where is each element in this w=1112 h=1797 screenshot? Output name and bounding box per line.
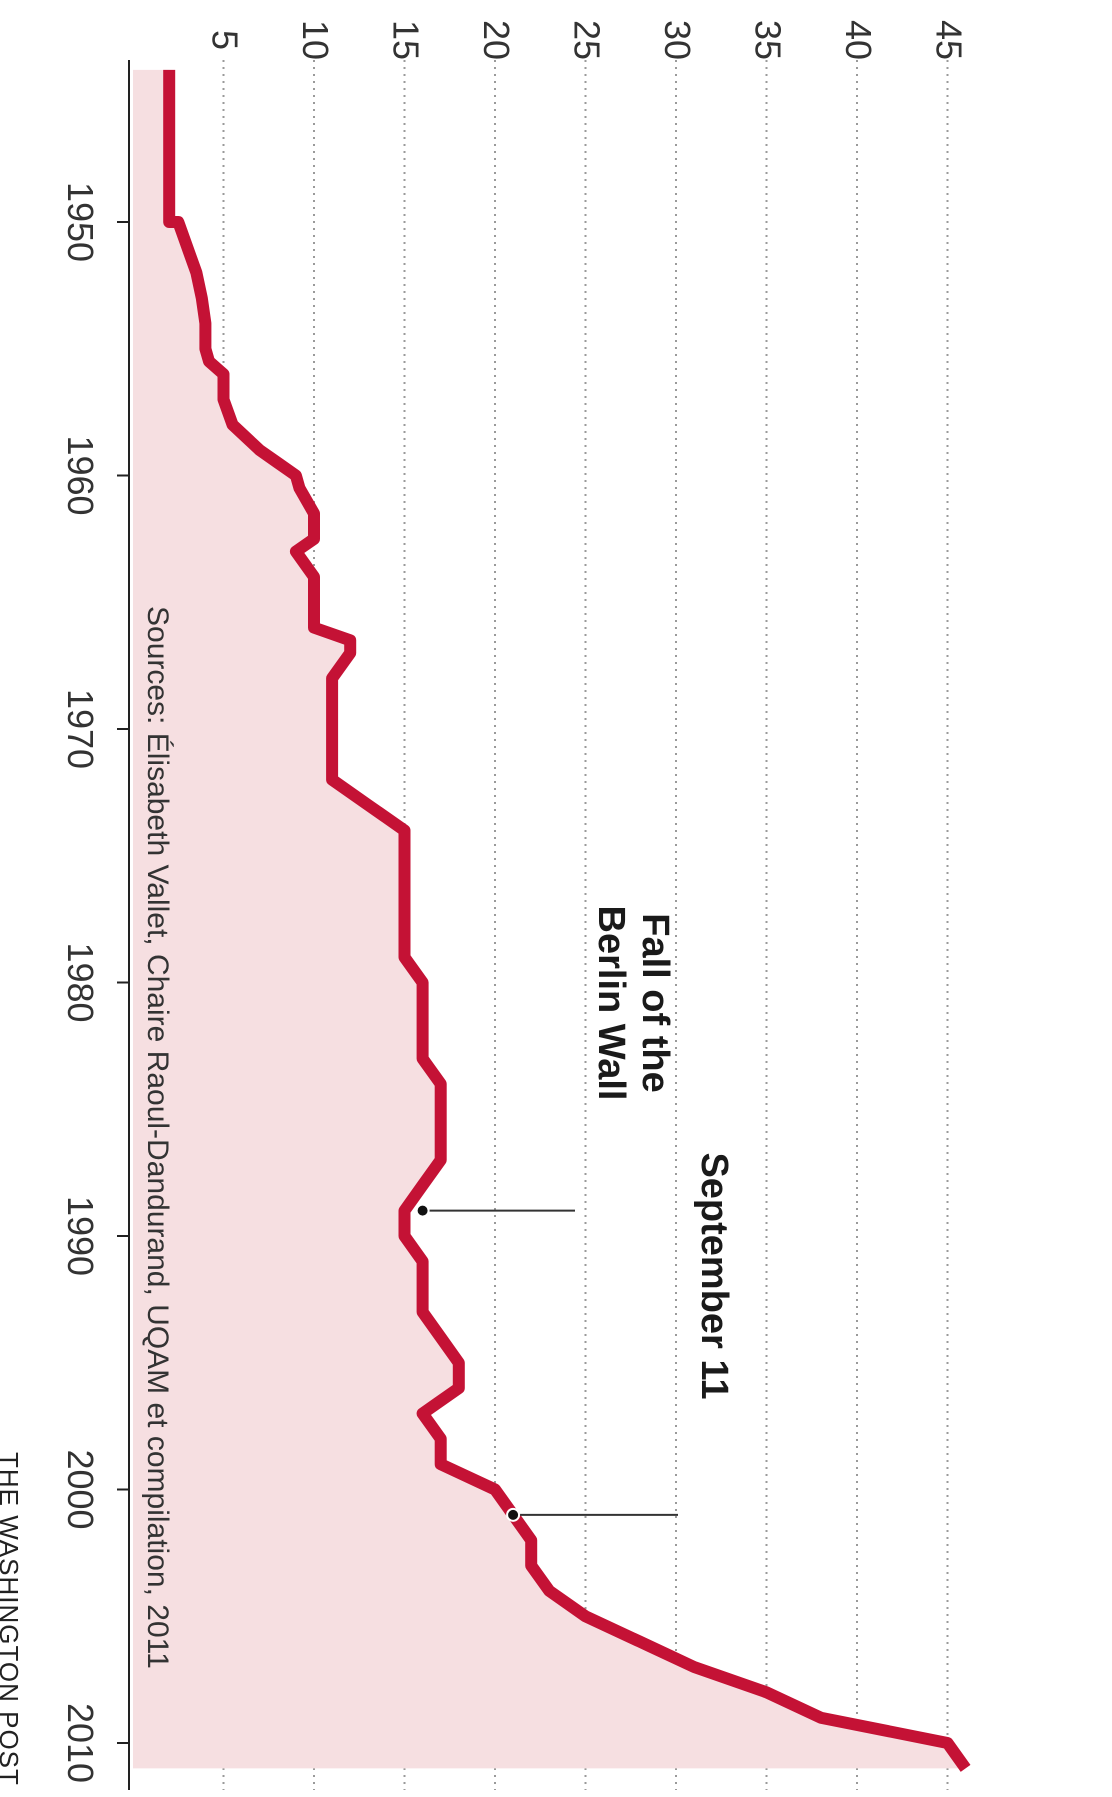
annotation-point [506, 1507, 521, 1522]
year-tick-label: 2010 [60, 1703, 101, 1783]
value-tick-label: 15 [386, 20, 427, 60]
year-tick-label: 1990 [60, 1196, 101, 1276]
year-tick-label: 2000 [60, 1449, 101, 1529]
value-tick-label: 45 [929, 20, 970, 60]
series-line [163, 69, 971, 1772]
value-tick-label: 40 [838, 20, 879, 60]
series-area-fill [133, 69, 966, 1769]
annotation-label: Fall of the [634, 913, 676, 1092]
value-tick-label: 20 [476, 20, 517, 60]
value-tick-label: 5 [205, 30, 246, 50]
value-tick-label: 30 [657, 20, 698, 60]
value-tick-label: 25 [567, 20, 608, 60]
value-tick-label: 10 [295, 20, 336, 60]
annotation-point [415, 1203, 430, 1218]
axes: 5 10 15 20 25 30 35 40 45 1950 1960 1970 1980 1990 200… [60, 20, 970, 1790]
gridlines [222, 60, 949, 1790]
annotation-label: September 11 [693, 1152, 735, 1399]
publisher-credit: THE WASHINGTON POST [0, 1452, 24, 1786]
source-note: Sources: Élisabeth Vallet, Chaire Raoul-… [141, 606, 174, 1669]
year-tick-label: 1950 [60, 182, 101, 262]
year-tick-label: 1980 [60, 942, 101, 1022]
year-tick-label: 1970 [60, 689, 101, 769]
year-tick-label: 1960 [60, 435, 101, 515]
annotation-label: Berlin Wall [590, 906, 632, 1101]
value-tick-label: 35 [748, 20, 789, 60]
